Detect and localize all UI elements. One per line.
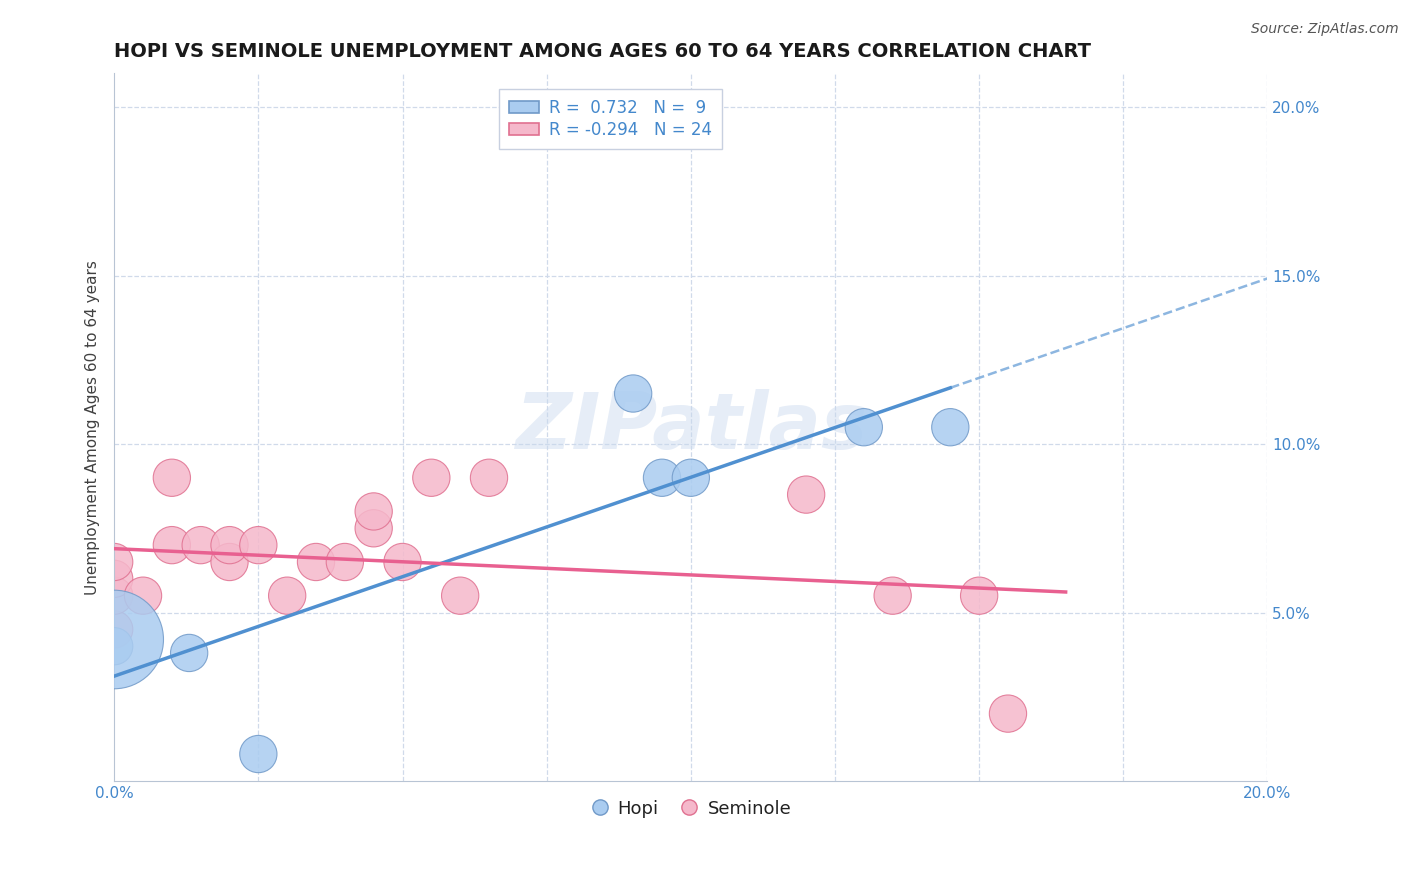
Point [103,623,125,637]
Point [160,538,183,552]
Point [391,555,413,569]
Point [305,555,328,569]
Point [103,555,125,569]
Point [420,471,443,485]
Point [276,589,298,603]
Y-axis label: Unemployment Among Ages 60 to 64 years: Unemployment Among Ages 60 to 64 years [86,260,100,595]
Point [132,589,155,603]
Point [449,589,471,603]
Point [794,487,817,501]
Text: Source: ZipAtlas.com: Source: ZipAtlas.com [1251,22,1399,37]
Point [103,589,125,603]
Point [103,572,125,586]
Point [363,521,385,535]
Point [179,646,201,660]
Point [218,538,240,552]
Point [621,386,644,401]
Point [160,471,183,485]
Point [967,589,990,603]
Text: ZIPatlas: ZIPatlas [515,389,868,466]
Point [651,471,673,485]
Point [247,747,270,761]
Point [882,589,904,603]
Point [939,420,962,434]
Text: HOPI VS SEMINOLE UNEMPLOYMENT AMONG AGES 60 TO 64 YEARS CORRELATION CHART: HOPI VS SEMINOLE UNEMPLOYMENT AMONG AGES… [114,42,1091,61]
Point [679,471,702,485]
Point [247,538,270,552]
Point [218,555,240,569]
Point [333,555,356,569]
Point [478,471,501,485]
Point [103,639,125,653]
Point [103,632,125,647]
Point [997,706,1019,721]
Point [363,504,385,518]
Legend: Hopi, Seminole: Hopi, Seminole [583,793,799,825]
Point [852,420,875,434]
Point [190,538,212,552]
